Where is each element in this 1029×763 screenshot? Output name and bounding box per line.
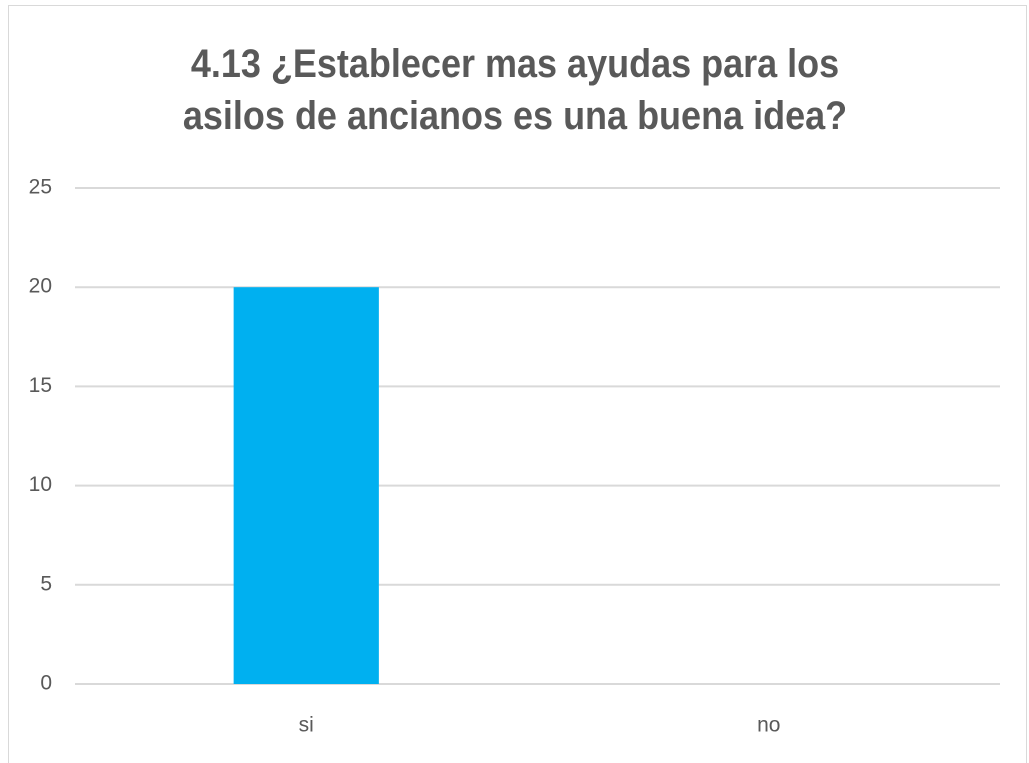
bar [233,287,379,684]
y-tick-label: 15 [29,374,52,397]
y-tick-label: 25 [29,176,52,199]
chart-border [8,5,1027,763]
y-tick-label: 0 [40,672,52,695]
y-tick-label: 20 [29,275,52,298]
x-tick-label: si [299,714,314,737]
y-tick-label: 5 [40,572,52,595]
x-tick-label: no [757,714,780,737]
chart-title: 4.13 ¿Establecer mas ayudas para los asi… [182,42,848,138]
y-tick-label: 10 [29,473,52,496]
